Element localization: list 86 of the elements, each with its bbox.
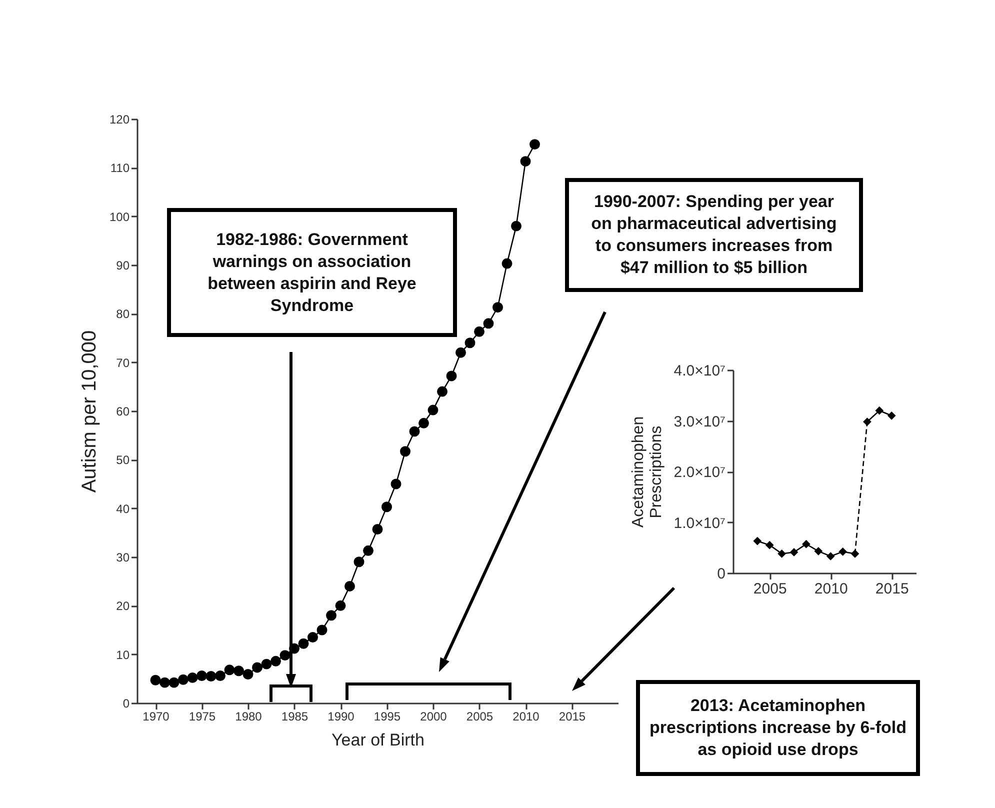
point (875, 406, 884, 415)
y-tick-label: 110 (110, 161, 130, 176)
point (261, 658, 272, 670)
point (474, 326, 484, 337)
y-tick-label: 40 (116, 502, 130, 516)
point (409, 426, 420, 437)
point (234, 666, 244, 676)
point (316, 624, 328, 636)
point (790, 548, 798, 556)
point (838, 548, 847, 556)
point (887, 411, 896, 420)
point (372, 524, 383, 534)
y-axis-title: Autism per 10,000 (78, 330, 100, 493)
point (308, 632, 318, 643)
x-axis-title: Year of Birth (332, 730, 424, 750)
x-tick-label: 2010 (512, 710, 540, 724)
y-tick-label: 1.0×10⁷ (674, 514, 726, 532)
point (206, 671, 216, 682)
point (456, 347, 466, 358)
point (215, 670, 226, 681)
x-tick-label: 1990 (328, 710, 355, 724)
x-tick-label: 2005 (753, 580, 787, 598)
x-tick-label: 2005 (466, 710, 494, 724)
x-tick-label: 1980 (235, 710, 262, 724)
x-tick-label: 1975 (188, 710, 216, 724)
x-tick-label: 2015 (558, 710, 586, 724)
point (354, 556, 364, 568)
point (530, 139, 540, 150)
point (178, 674, 188, 685)
x-tick-label: 2010 (814, 580, 848, 598)
point (335, 600, 346, 611)
point (382, 502, 392, 512)
y-tick-label: 0 (122, 696, 130, 710)
point (418, 418, 429, 428)
point (187, 672, 198, 683)
y-tick-label: 2.0×10⁷ (674, 464, 726, 481)
point (753, 536, 762, 546)
point (270, 656, 281, 666)
point (390, 478, 402, 490)
x-tick-label: 2000 (420, 710, 448, 724)
y-tick-label: 80 (116, 307, 130, 322)
point (464, 338, 476, 348)
y-tick-label: 30 (116, 550, 130, 564)
point (802, 540, 810, 548)
y-axis-title: Acetaminophen Prescriptions (630, 416, 665, 528)
x-tick-label: 1995 (374, 710, 401, 724)
y-tick-label: 100 (109, 210, 130, 224)
y-tick-label: 10 (116, 648, 130, 662)
point (224, 664, 235, 676)
y-tick-label: 0 (717, 566, 726, 582)
point (814, 546, 823, 556)
point (344, 580, 355, 592)
point (298, 638, 309, 649)
x-tick-label: 1985 (281, 710, 308, 724)
point (428, 404, 438, 416)
y-tick-label: 90 (116, 258, 130, 272)
point (363, 545, 374, 556)
point (502, 258, 512, 269)
point (168, 677, 180, 688)
x-tick-label: 2015 (875, 580, 909, 598)
y-tick-label: 70 (116, 356, 130, 370)
y-tick-label: 3.0×10⁷ (674, 413, 726, 430)
point (778, 550, 786, 558)
point (511, 220, 522, 232)
point (483, 318, 494, 329)
point (160, 677, 170, 688)
point (765, 540, 774, 550)
point (400, 446, 410, 457)
y-tick-label: 120 (109, 112, 130, 126)
y-tick-label: 60 (116, 404, 130, 418)
x-tick-label: 1970 (142, 710, 170, 724)
point (326, 610, 336, 621)
point (150, 674, 161, 686)
point (863, 418, 872, 426)
point (196, 670, 207, 681)
point (826, 552, 835, 560)
point (252, 662, 262, 673)
y-tick-label: 20 (116, 599, 130, 614)
y-tick-label: 50 (116, 453, 130, 468)
point (492, 302, 503, 313)
point (242, 669, 254, 680)
y-tick-label: 4.0×10⁷ (674, 362, 726, 380)
point (280, 650, 290, 661)
point (446, 370, 457, 382)
point (437, 386, 448, 397)
point (520, 156, 531, 167)
